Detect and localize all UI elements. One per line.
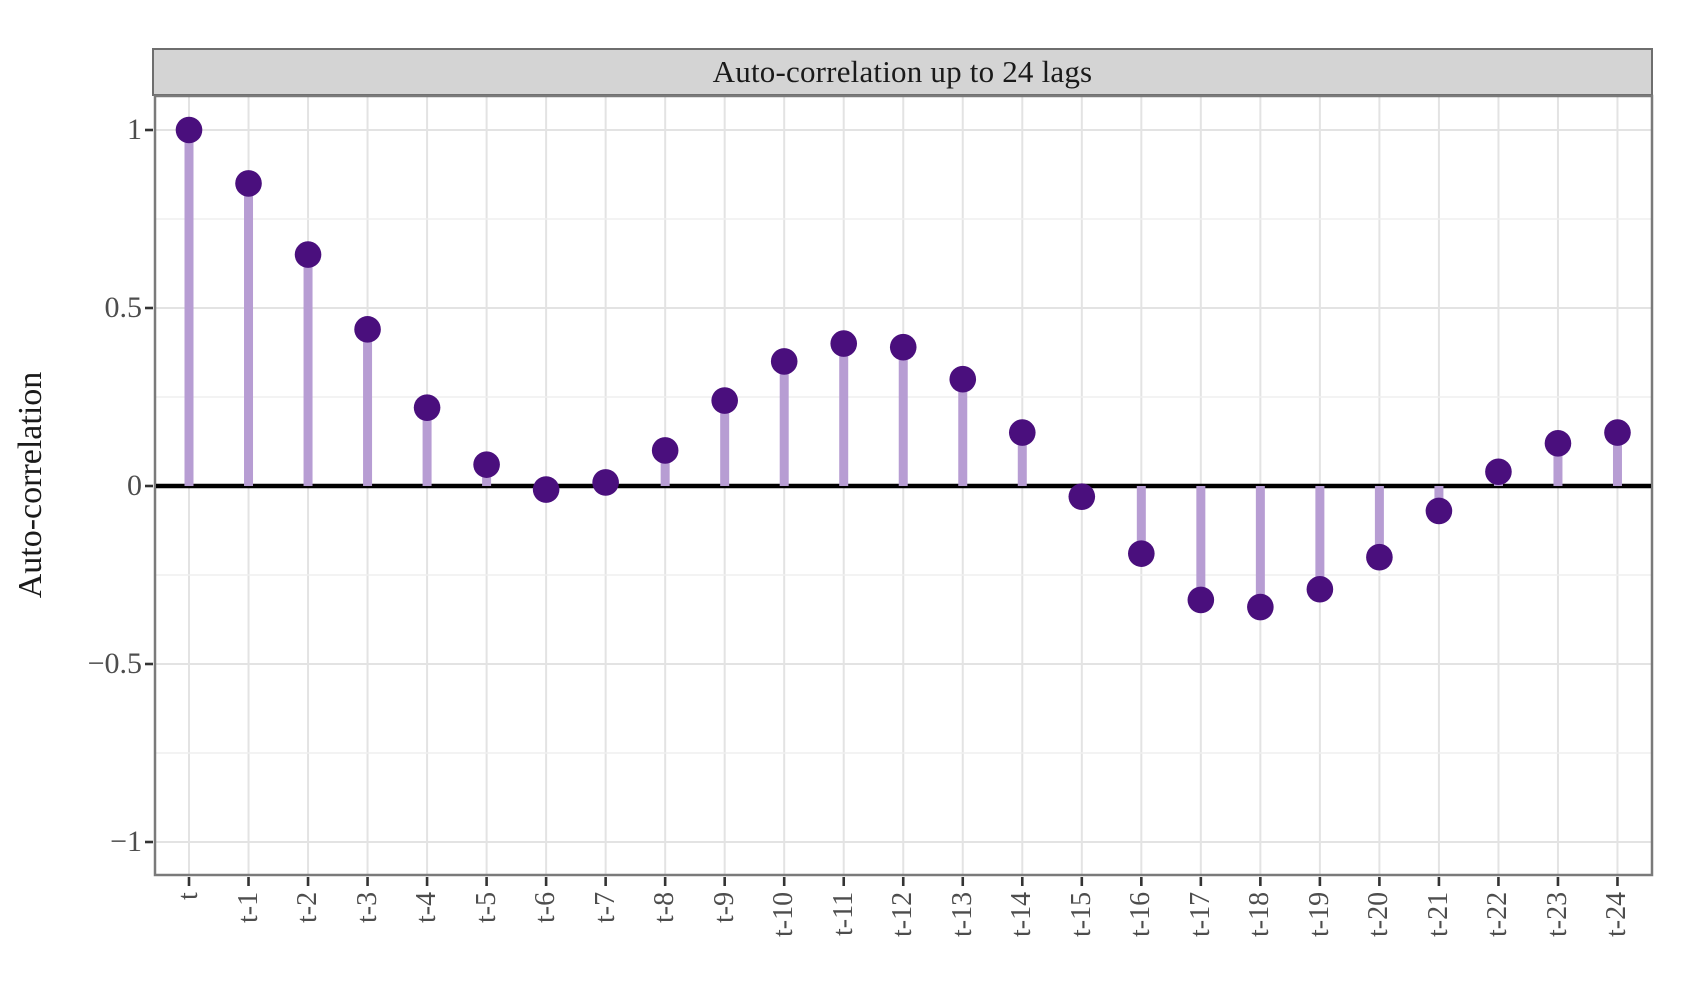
x-tick-label: t-18 <box>1244 891 1276 937</box>
x-tick-label: t-7 <box>589 891 621 923</box>
x-tick-label: t-14 <box>1006 891 1038 937</box>
points <box>175 116 1631 621</box>
x-tick-label: t-17 <box>1184 891 1216 937</box>
panel-title: Auto-correlation up to 24 lags <box>712 54 1093 89</box>
x-tick-label: t-2 <box>292 891 324 923</box>
x-tick-label: t-3 <box>351 891 383 923</box>
x-tick-label: t-21 <box>1422 891 1454 937</box>
x-tick-label: t-22 <box>1482 891 1514 937</box>
title-strip: Auto-correlation up to 24 lags <box>152 48 1653 96</box>
x-tick-label: t-15 <box>1065 891 1097 937</box>
panel-border <box>153 94 1654 877</box>
x-tick-label: t-5 <box>470 891 502 923</box>
x-tick-label: t <box>173 892 204 900</box>
y-tick-label: 1 <box>127 113 142 146</box>
y-tick-label: 0.5 <box>104 291 143 324</box>
x-tick-label: t-13 <box>946 891 978 937</box>
x-tick-label: t-16 <box>1125 891 1157 937</box>
x-tick-label: t-19 <box>1303 891 1335 937</box>
x-tick-label: t-23 <box>1541 891 1573 937</box>
x-tick-label: t-20 <box>1363 891 1395 937</box>
axis-tick-marks <box>145 128 1619 886</box>
y-tick-label: −0.5 <box>87 647 142 680</box>
x-tick-label: t-9 <box>708 891 740 923</box>
x-tick-label: t-11 <box>827 891 859 936</box>
x-tick-label: t-4 <box>411 891 443 923</box>
x-tick-label: t-12 <box>887 891 919 937</box>
y-tick-label: 0 <box>127 469 142 502</box>
x-tick-label: t-24 <box>1601 891 1633 937</box>
x-tick-label: t-8 <box>649 891 681 923</box>
y-tick-label: −1 <box>110 825 142 858</box>
x-tick-label: t-10 <box>768 891 800 937</box>
x-tick-label: t-6 <box>530 891 562 923</box>
stems <box>184 130 1622 608</box>
x-tick-label: t-1 <box>232 891 264 923</box>
